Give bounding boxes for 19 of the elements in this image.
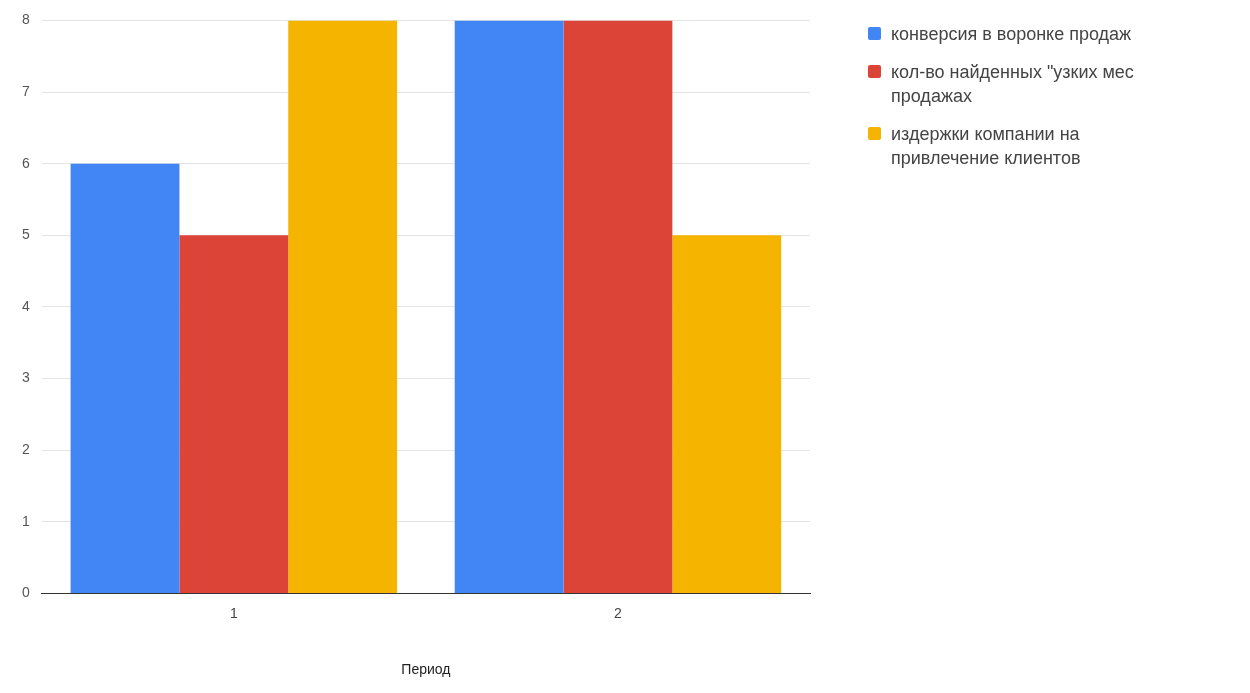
- legend-label: конверсия в воронке продаж: [891, 23, 1132, 46]
- bar: [179, 235, 289, 593]
- bar: [288, 20, 398, 593]
- y-tick-label: 3: [21, 369, 30, 386]
- y-tick-label: 8: [21, 11, 30, 28]
- bar: [672, 235, 782, 593]
- bar: [454, 20, 564, 593]
- bar: [563, 20, 673, 593]
- bar: [70, 163, 180, 593]
- y-tick-label: 6: [21, 154, 30, 171]
- y-tick-label: 2: [21, 441, 30, 458]
- x-axis-title: Период: [401, 661, 451, 678]
- y-tick-label: 4: [21, 297, 30, 314]
- legend-label: кол-во найденных "узких мес продажах: [891, 61, 1135, 108]
- y-tick-label: 0: [21, 584, 30, 601]
- y-tick-label: 1: [21, 512, 30, 529]
- legend-label: издержки компании на привлечение клиентов: [891, 123, 1082, 170]
- y-tick-label: 7: [21, 82, 30, 99]
- y-tick-label: 5: [21, 226, 30, 243]
